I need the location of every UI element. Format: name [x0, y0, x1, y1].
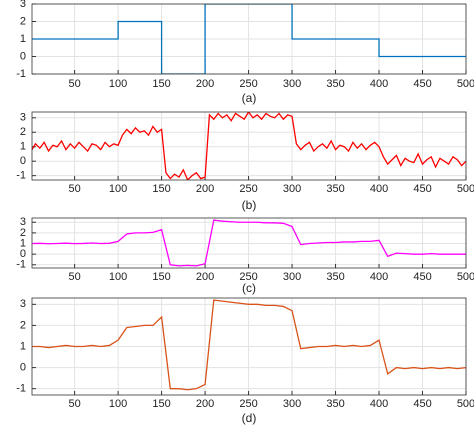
caption: (b) [242, 198, 257, 212]
y-tick-label: 2 [20, 227, 26, 239]
y-tick-label: 3 [20, 0, 26, 10]
y-tick-label: -1 [16, 383, 26, 395]
x-tick-label: 250 [239, 398, 257, 410]
y-tick-label: -1 [16, 68, 26, 80]
x-tick-label: 500 [457, 183, 474, 195]
axes-box [31, 297, 467, 396]
y-tick-label: 0 [20, 361, 26, 373]
x-tick-label: 450 [413, 271, 431, 283]
x-tick-label: 300 [283, 398, 301, 410]
y-tick-label: 0 [20, 50, 26, 62]
signal-line [32, 299, 466, 391]
x-tick-label: 300 [283, 78, 301, 90]
x-tick-label: 50 [68, 271, 80, 283]
y-tick-label: 2 [20, 126, 26, 138]
x-tick-label: 500 [457, 271, 474, 283]
caption: (c) [242, 281, 256, 295]
y-tick-label: 1 [20, 237, 26, 249]
y-tick-label: 1 [20, 33, 26, 45]
x-tick-label: 350 [326, 78, 344, 90]
x-tick-label: 150 [152, 271, 170, 283]
x-tick-label: 250 [239, 271, 257, 283]
x-tick-label: 350 [326, 271, 344, 283]
x-tick-label: 200 [196, 183, 214, 195]
x-tick-label: 50 [68, 398, 80, 410]
x-tick-label: 500 [457, 78, 474, 90]
axes-box [31, 3, 467, 75]
x-tick-label: 500 [457, 398, 474, 410]
x-tick-label: 50 [68, 183, 80, 195]
x-tick-label: 250 [239, 78, 257, 90]
x-tick-label: 150 [152, 78, 170, 90]
x-tick-label: 200 [196, 271, 214, 283]
y-tick-label: 1 [20, 340, 26, 352]
x-tick-label: 50 [68, 78, 80, 90]
signal-line [32, 219, 466, 267]
axes-box [31, 217, 467, 269]
x-tick-label: 150 [152, 398, 170, 410]
y-tick-label: -1 [16, 170, 26, 182]
x-tick-label: 250 [239, 183, 257, 195]
x-tick-label: 400 [370, 271, 388, 283]
x-tick-label: 300 [283, 271, 301, 283]
caption: (d) [242, 411, 257, 425]
y-tick-label: 3 [20, 216, 26, 228]
x-tick-label: 100 [109, 271, 127, 283]
y-tick-label: 0 [20, 248, 26, 260]
y-tick-label: 3 [20, 112, 26, 124]
caption: (a) [242, 91, 257, 105]
y-tick-label: 3 [20, 298, 26, 310]
signal-line [32, 4, 466, 74]
x-tick-label: 400 [370, 78, 388, 90]
x-tick-label: 100 [109, 78, 127, 90]
x-tick-label: 350 [326, 183, 344, 195]
x-tick-label: 450 [413, 398, 431, 410]
y-tick-label: 1 [20, 141, 26, 153]
axes-box [31, 111, 467, 181]
y-tick-label: 2 [20, 319, 26, 331]
x-tick-label: 100 [109, 183, 127, 195]
x-tick-label: 200 [196, 398, 214, 410]
x-tick-label: 400 [370, 183, 388, 195]
y-tick-label: 0 [20, 155, 26, 167]
x-tick-label: 150 [152, 183, 170, 195]
y-tick-label: -1 [16, 259, 26, 271]
x-tick-label: 200 [196, 78, 214, 90]
x-tick-label: 450 [413, 183, 431, 195]
x-tick-label: 100 [109, 398, 127, 410]
x-tick-label: 400 [370, 398, 388, 410]
y-tick-label: 2 [20, 15, 26, 27]
signal-line [32, 112, 466, 180]
x-tick-label: 300 [283, 183, 301, 195]
x-tick-label: 450 [413, 78, 431, 90]
x-tick-label: 350 [326, 398, 344, 410]
